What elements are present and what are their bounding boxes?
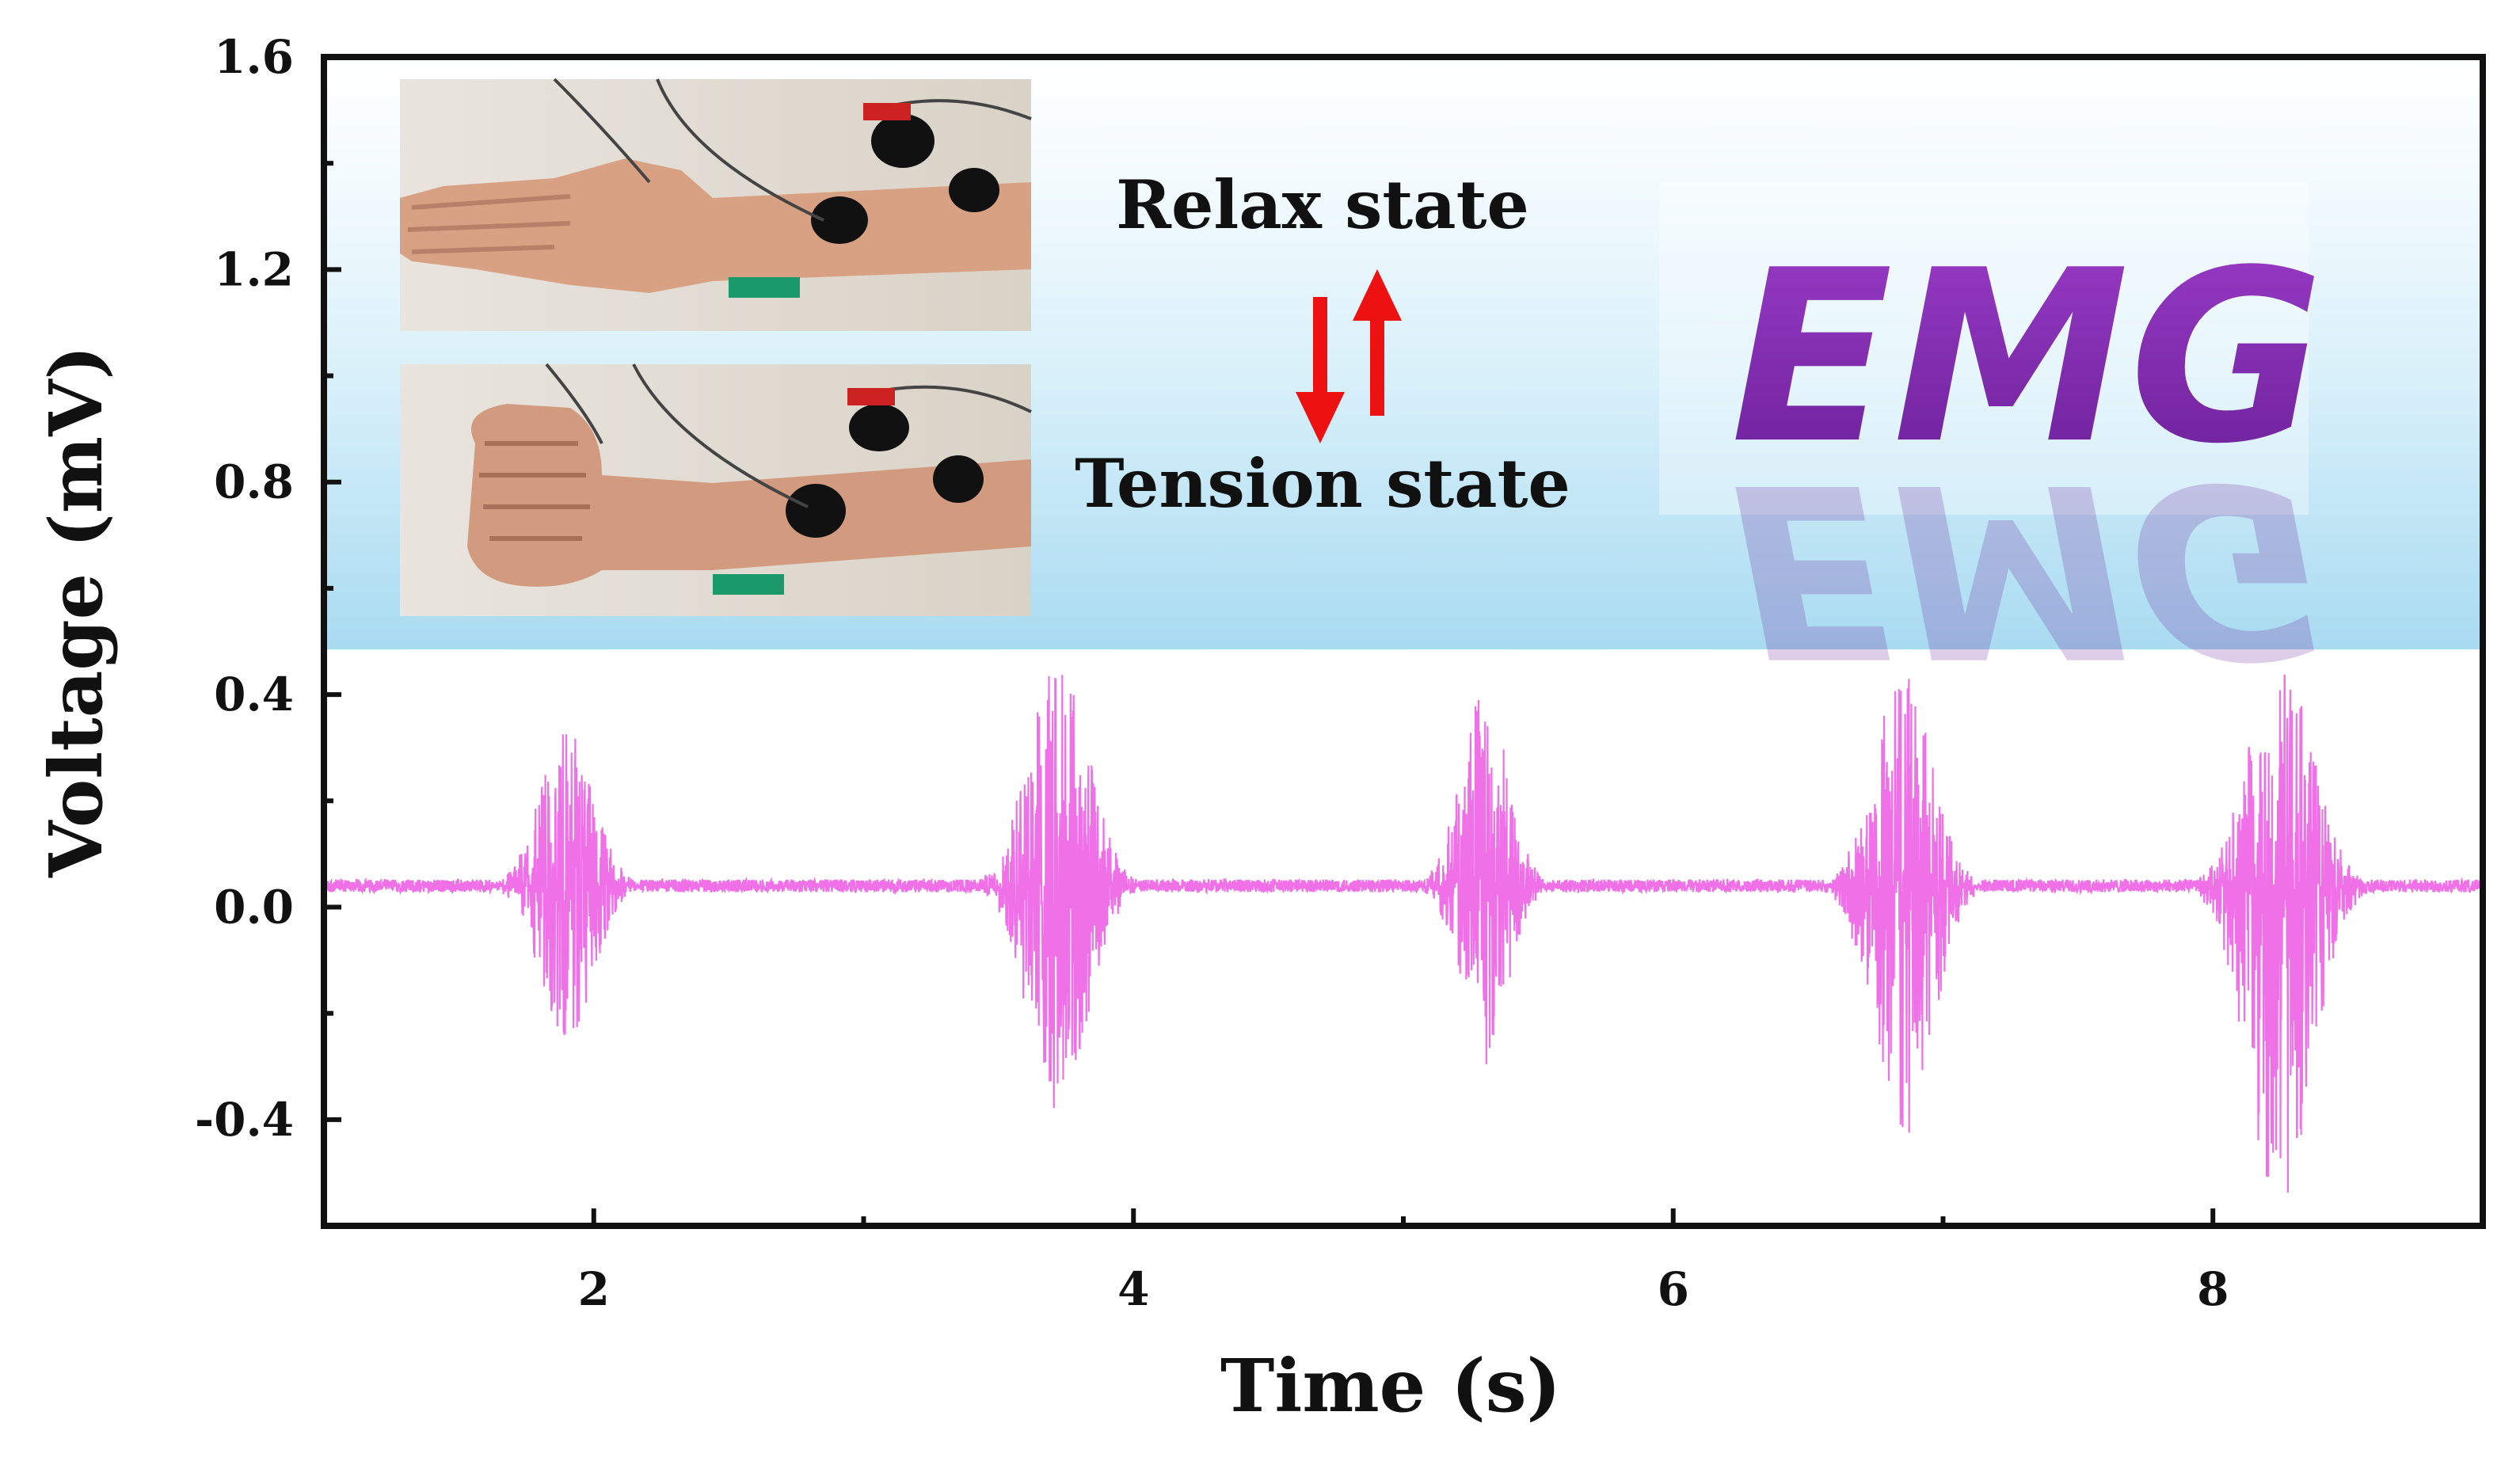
y-tick-label: 1.2 [214, 242, 294, 296]
emg-title: EMG [1730, 219, 2324, 496]
axes: 2 4 6 8 1.6 1.2 0.8 0.4 0.0 -0.4 [195, 30, 2486, 1316]
y-tick-label: -0.4 [195, 1093, 294, 1147]
photo-fist-arm [400, 363, 1032, 616]
up-arrow-icon [1353, 269, 1402, 416]
y-tick-label: 0.4 [214, 668, 294, 721]
photo-relaxed-arm [400, 78, 1032, 331]
x-tick-label: 8 [2197, 1262, 2229, 1316]
y-axis-title: Voltage (mV) [33, 345, 119, 878]
tension-state-label: Tension state [1075, 444, 1570, 523]
relax-state-label: Relax state [1116, 166, 1529, 244]
emg-signal-series [324, 674, 2483, 1193]
inset-illustration: Relax state Tension state EMG EMG [324, 57, 2483, 707]
x-tick-label: 2 [578, 1262, 610, 1316]
down-arrow-icon [1296, 297, 1345, 443]
x-tick-label: 4 [1117, 1262, 1149, 1316]
emg-logo: EMG EMG [1659, 182, 2324, 707]
y-tick-label: 0.8 [214, 455, 294, 509]
y-tick-label: 1.6 [214, 30, 294, 84]
emg-reflection: EMG [1730, 431, 2324, 707]
x-tick-label: 6 [1658, 1262, 1689, 1316]
y-tick-label: 0.0 [214, 880, 294, 934]
x-axis-title: Time (s) [1220, 1343, 1561, 1429]
